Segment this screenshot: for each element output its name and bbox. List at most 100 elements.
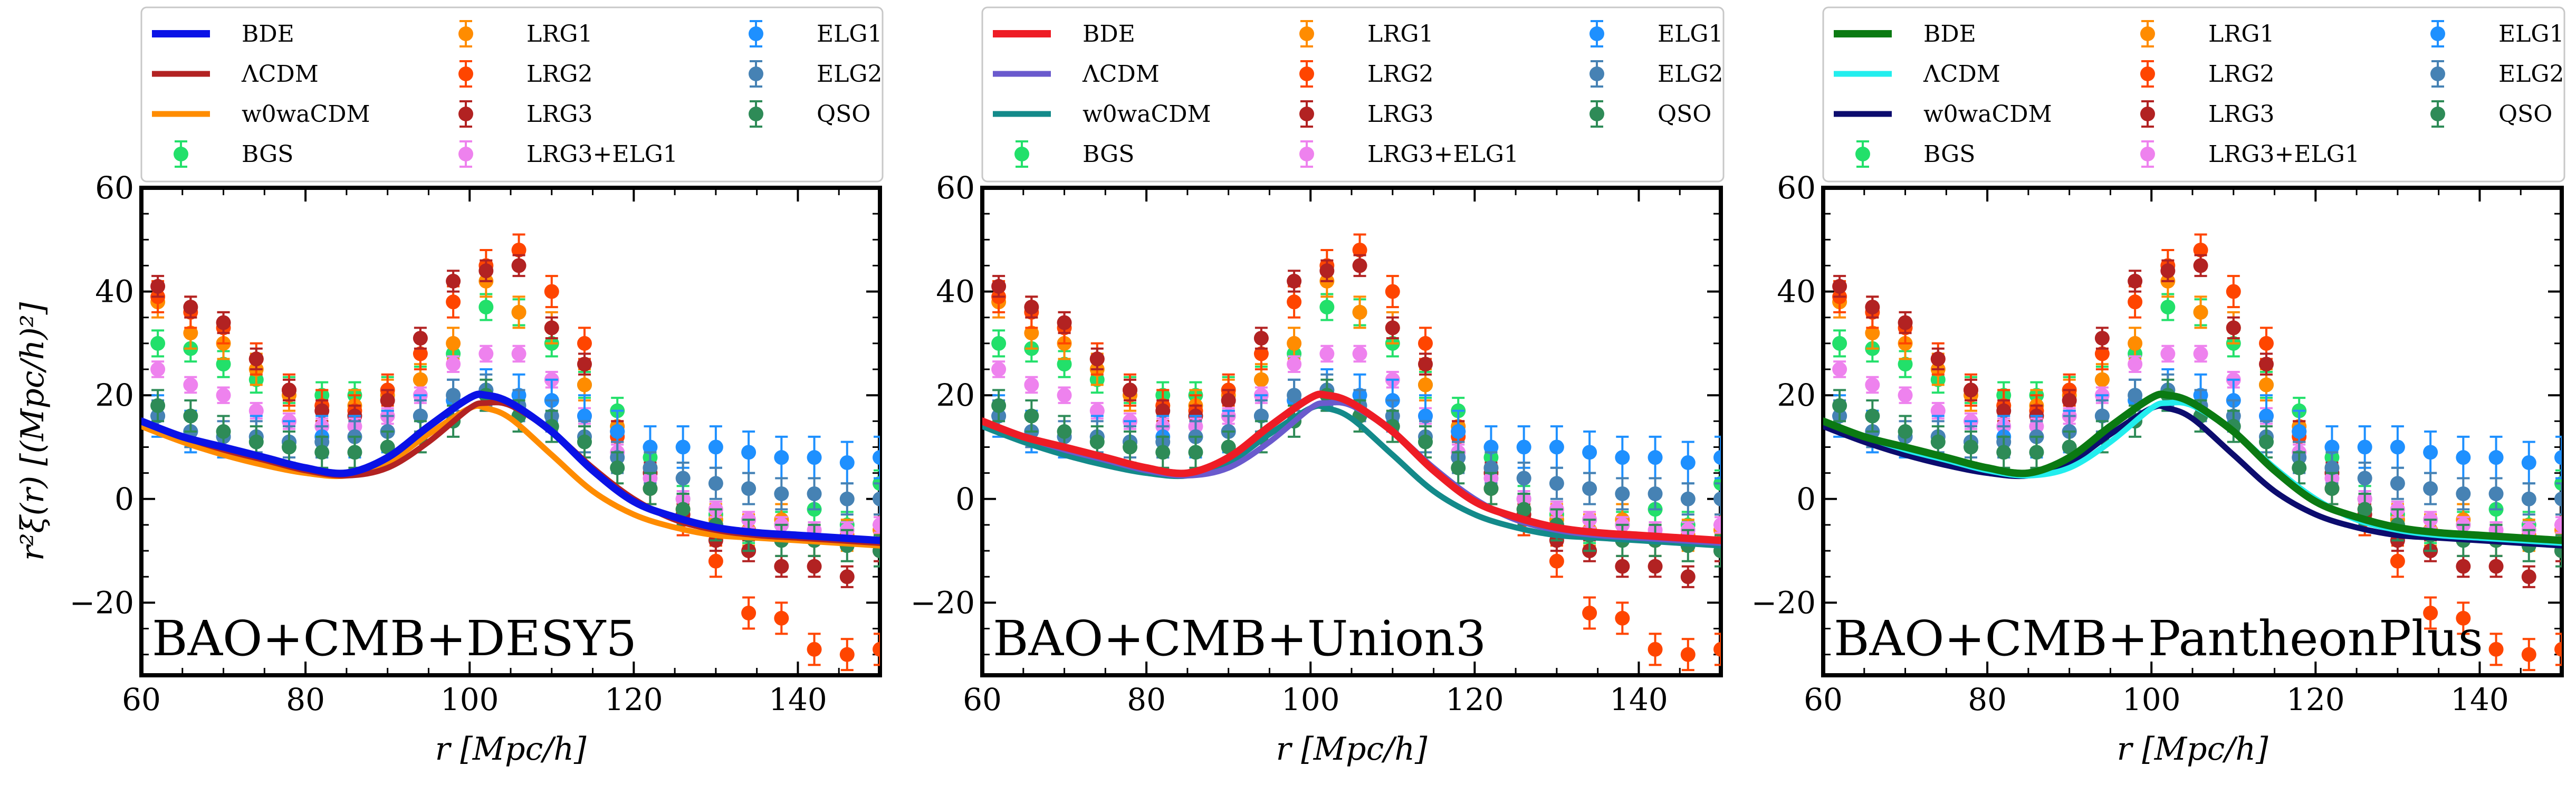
legend-marker <box>458 147 473 161</box>
data-point <box>1996 445 2012 460</box>
data-point <box>2456 610 2471 626</box>
legend-label: LRG3+ELG1 <box>2208 141 2360 168</box>
data-point <box>2357 471 2372 486</box>
data-point <box>2259 336 2274 351</box>
data-point <box>1352 258 1367 273</box>
data-point <box>248 403 264 418</box>
x-tick-label: 140 <box>769 682 827 717</box>
data-point <box>150 279 166 294</box>
data-point <box>183 326 198 341</box>
legend-marker <box>1299 107 1314 121</box>
data-point <box>2160 346 2176 361</box>
data-point <box>150 336 166 351</box>
legend-frame <box>981 6 1725 183</box>
x-axis-label: r [Mpc/h] <box>435 731 587 768</box>
legend-label: ELG1 <box>2498 21 2564 47</box>
panel-desy5: 60 80 100 120 140 −20 0 20 40 60 BAO+CMB+DESY5 r … <box>14 6 884 768</box>
x-tick-label: 100 <box>2122 682 2181 717</box>
data-point <box>150 362 166 377</box>
data-point <box>1483 481 1499 496</box>
data-point <box>1615 559 1630 574</box>
data-point <box>1582 445 1597 460</box>
data-point <box>1253 372 1269 387</box>
data-point <box>347 445 362 460</box>
data-point <box>577 434 592 449</box>
plot-area: 60 80 100 120 140 −20 0 20 40 60 <box>1751 170 2562 717</box>
panel-pantheonplus: 60 80 100 120 140 −20 0 20 40 60 BAO+CMB+Pantheon… <box>1751 6 2565 768</box>
data-point <box>2259 357 2274 372</box>
data-point <box>1352 346 1367 361</box>
data-point <box>2259 377 2274 392</box>
y-tick-label: 60 <box>936 170 975 206</box>
data-point <box>1089 434 1105 449</box>
data-point <box>741 606 756 621</box>
data-point <box>774 559 789 574</box>
y-tick-label: −20 <box>1751 585 1816 620</box>
data-point <box>1898 388 1913 403</box>
data-point <box>1253 331 1269 346</box>
data-point <box>2390 476 2405 491</box>
legend-marker <box>1014 147 1029 161</box>
legend-label: BDE <box>1083 21 1135 47</box>
data-point <box>1996 403 2012 418</box>
data-point <box>478 300 494 315</box>
legend: BDE ΛCDM w0waCDM BGS LRG1 LRG2 LRG3 LRG3+ELG1 EL… <box>140 6 884 183</box>
y-tick-label: 40 <box>936 274 975 310</box>
data-point <box>1648 450 1663 465</box>
data-point <box>2128 336 2143 351</box>
data-point <box>282 382 296 398</box>
data-point <box>610 460 625 475</box>
data-point <box>1516 439 1531 455</box>
data-point <box>774 450 789 465</box>
data-point <box>873 517 880 532</box>
data-point <box>2094 372 2110 387</box>
legend-marker <box>1299 26 1314 41</box>
data-point <box>1253 346 1269 361</box>
data-point <box>1516 471 1531 486</box>
data-point <box>991 362 1007 377</box>
data-point <box>216 424 231 439</box>
data-point <box>1057 315 1072 330</box>
data-point <box>2390 553 2405 569</box>
data-point <box>1024 326 1039 341</box>
data-point <box>643 460 658 475</box>
legend-marker <box>458 66 473 81</box>
data-point <box>2128 273 2143 289</box>
data-point <box>1385 284 1400 299</box>
data-point <box>248 351 264 367</box>
plot-area: 60 80 100 120 140 −20 0 20 40 60 <box>70 170 880 717</box>
y-tick-label: 60 <box>1777 170 1816 206</box>
legend-label: BDE <box>1923 21 1976 47</box>
data-point <box>2094 408 2110 424</box>
data-point <box>511 346 526 361</box>
data-point <box>2456 559 2471 574</box>
data-point <box>2193 258 2208 273</box>
legend-label: ΛCDM <box>1082 61 1160 88</box>
x-tick-label: 80 <box>1127 682 1166 717</box>
data-point <box>1832 362 1847 377</box>
data-point <box>1155 403 1171 418</box>
x-tick-label: 120 <box>605 682 663 717</box>
data-point <box>774 610 789 626</box>
legend-marker <box>1589 66 1604 81</box>
legend-label: LRG2 <box>1367 61 1434 88</box>
data-point <box>2324 439 2340 455</box>
legend-label: BGS <box>1923 141 1975 168</box>
data-point <box>2160 263 2176 279</box>
data-point <box>2193 304 2208 320</box>
y-tick-label: 20 <box>936 377 975 413</box>
data-point <box>2094 331 2110 346</box>
data-point <box>2423 606 2438 621</box>
data-point <box>1483 460 1499 475</box>
legend-label: ΛCDM <box>1923 61 2000 88</box>
plot-frame <box>980 186 1723 677</box>
legend-label: QSO <box>817 101 870 128</box>
data-point <box>2521 455 2536 470</box>
data-point <box>708 439 723 455</box>
data-point <box>1123 382 1137 398</box>
data-layer <box>982 233 1721 672</box>
data-point <box>1549 476 1564 491</box>
x-tick-label: 60 <box>1804 682 1843 717</box>
data-point <box>2193 242 2208 257</box>
data-point <box>1680 647 1696 662</box>
